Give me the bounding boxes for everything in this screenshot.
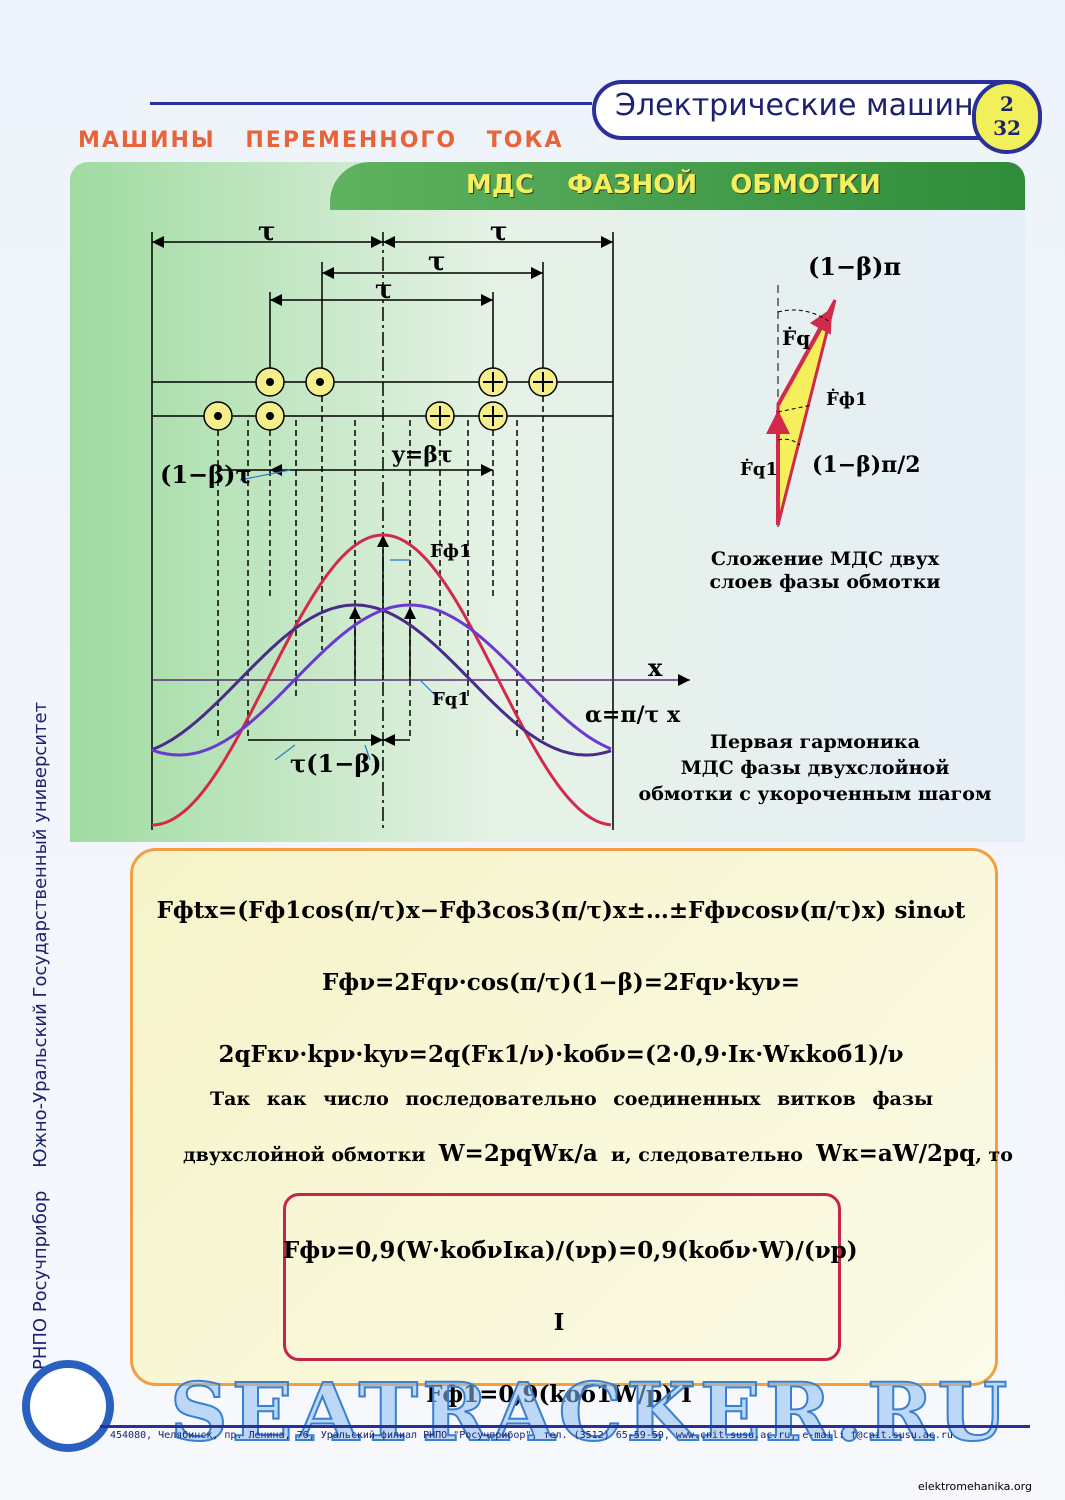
result: Fф1=0,9(kоб1W/p) I	[426, 1381, 692, 1408]
title-bar	[330, 162, 1025, 210]
vector-caption: Сложение МДС двух	[711, 548, 940, 570]
curve-layer: Fq1	[432, 689, 470, 710]
page-total: 32	[993, 116, 1021, 140]
top-rule	[150, 102, 592, 105]
page-number: 2	[1000, 92, 1014, 116]
formula: Fфtx=(Fф1cos(π/τ)x−Fф3cos3(π/τ)x±…±Fфνco…	[156, 897, 966, 924]
diagram: τ τ τ τ (1−β)τ y=βτ τ(1−β) x α=π/τ x Fф1…	[151, 217, 992, 830]
logo	[22, 1360, 114, 1452]
tau-label: τ	[375, 275, 393, 305]
title: МДС ФАЗНОЙ ОБМОТКИ	[466, 170, 881, 200]
harmonic-caption: Первая гармоника	[710, 731, 920, 753]
formulas: Fфtx=(Fф1cos(π/τ)x−Fф3cos3(π/τ)x±…±Fфνco…	[130, 875, 992, 1091]
vector-caption: слоев фазы обмотки	[710, 571, 941, 593]
text: двухслойной обмотки	[183, 1144, 426, 1166]
fphi: Ḟф1	[826, 387, 868, 410]
fq: Ḟq	[782, 326, 810, 350]
tau-label: τ	[490, 217, 508, 247]
alpha: α=π/τ x	[585, 702, 681, 728]
pitch: y=βτ	[391, 442, 453, 468]
shift: τ(1−β)	[290, 749, 382, 778]
section: МАШИНЫ ПЕРЕМЕННОГО ТОКА	[78, 128, 564, 153]
subject: Электрические машины	[615, 88, 998, 123]
curve-total: Fф1	[430, 541, 472, 562]
fq1: Ḟq1	[740, 457, 778, 480]
short-pitch: (1−β)τ	[160, 460, 252, 489]
tau-label: τ	[258, 217, 276, 247]
tau-label: τ	[428, 247, 446, 277]
site: elektromehanika.org	[918, 1480, 1032, 1493]
result-box	[283, 1193, 841, 1361]
formula: Fфν=2Fqν·cos(π/τ)(1−β)=2Fqν·kyν=	[322, 969, 800, 996]
results: Fфν=0,9(W·kобνIкa)/(νp)=0,9(kобν·W)/(νp)…	[283, 1215, 858, 1431]
angle-top: (1−β)π	[808, 252, 901, 281]
panel	[70, 162, 1025, 842]
footer: 454080, Челябинск, пр. Ленина, 76, Ураль…	[110, 1430, 953, 1441]
formula: Wк=aW/2pq	[816, 1140, 976, 1167]
text: и, следовательно	[610, 1144, 803, 1166]
x-axis: x	[648, 653, 663, 682]
footer-rule	[100, 1425, 1030, 1428]
text-line: двухслойной обмотки W=2pqWк/a и, следова…	[183, 1140, 1013, 1167]
harmonic-caption: МДС фазы двухслойной	[681, 757, 950, 779]
formula: 2qFкν·kpν·kyν=2q(Fк1/ν)·kобν=(2·0,9·Iк·W…	[218, 1041, 904, 1068]
harmonic-caption: обмотки с укороченным шагом	[639, 783, 992, 805]
formula-box	[130, 848, 998, 1386]
watermark: SEATRACKER.RU	[169, 1364, 1012, 1460]
result: Fфν=0,9(W·kобνIкa)/(νp)=0,9(kобν·W)/(νp)…	[283, 1237, 858, 1336]
page-badge: 2 32	[972, 80, 1042, 154]
subject-pill	[592, 80, 1040, 140]
formula: W=2pqWк/a	[438, 1140, 598, 1167]
angle-bottom: (1−β)π/2	[812, 452, 921, 478]
text-line: Так как число последовательно соединенны…	[210, 1088, 934, 1110]
text: , то	[975, 1144, 1013, 1166]
